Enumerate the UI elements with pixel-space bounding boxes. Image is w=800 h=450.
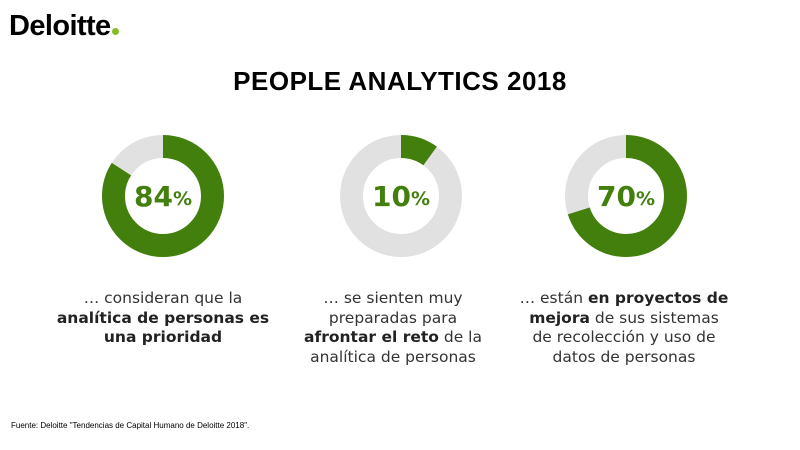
caption-3-prefix: … están (519, 289, 588, 307)
donut-svg-1 (102, 135, 224, 257)
donut-svg-2 (340, 135, 462, 257)
caption-3-suffix: de sus sistemas de recolección y uso de … (532, 308, 719, 366)
caption-1: … consideran que la analítica de persona… (53, 289, 273, 348)
donut-unit-3: % (635, 188, 655, 210)
donut-value-3: 70% (565, 135, 687, 257)
donut-value-2: 10% (340, 135, 462, 257)
deloitte-logo: Deloitte (9, 8, 119, 44)
donut-svg-3 (565, 135, 687, 257)
donut-number-2: 10 (371, 179, 411, 213)
caption-3: … están en proyectos de mejora de sus si… (518, 289, 730, 367)
donut-arc-1 (102, 135, 224, 257)
donut-arc-3 (565, 135, 687, 257)
caption-1-prefix: … consideran que la (83, 289, 243, 307)
donut-chart-1: 84% (102, 135, 224, 257)
caption-2-suffix: de la analítica de personas (310, 328, 482, 366)
source-note: Fuente: Deloitte "Tendencias de Capital … (11, 421, 250, 430)
donut-unit-2: % (410, 188, 430, 210)
caption-1-bold: analítica de personas es una prioridad (56, 308, 270, 347)
donut-chart-2: 10% (340, 135, 462, 257)
donut-arc-2 (340, 135, 462, 257)
donut-chart-3: 70% (565, 135, 687, 257)
caption-2-bold: afrontar el reto (304, 328, 439, 346)
caption-2-prefix: … se sienten muy preparadas para (323, 289, 463, 327)
page-title: PEOPLE ANALYTICS 2018 (233, 66, 567, 96)
caption-3-bold: en proyectos de mejora (529, 289, 729, 327)
donut-number-1: 84 (133, 179, 173, 213)
caption-2: … se sienten muy preparadas para afronta… (298, 289, 488, 367)
donut-value-1: 84% (102, 135, 224, 257)
logo-dot-icon (111, 28, 119, 35)
logo-text: Deloitte (9, 10, 111, 42)
donut-number-3: 70 (596, 179, 636, 213)
donut-unit-1: % (172, 188, 192, 210)
